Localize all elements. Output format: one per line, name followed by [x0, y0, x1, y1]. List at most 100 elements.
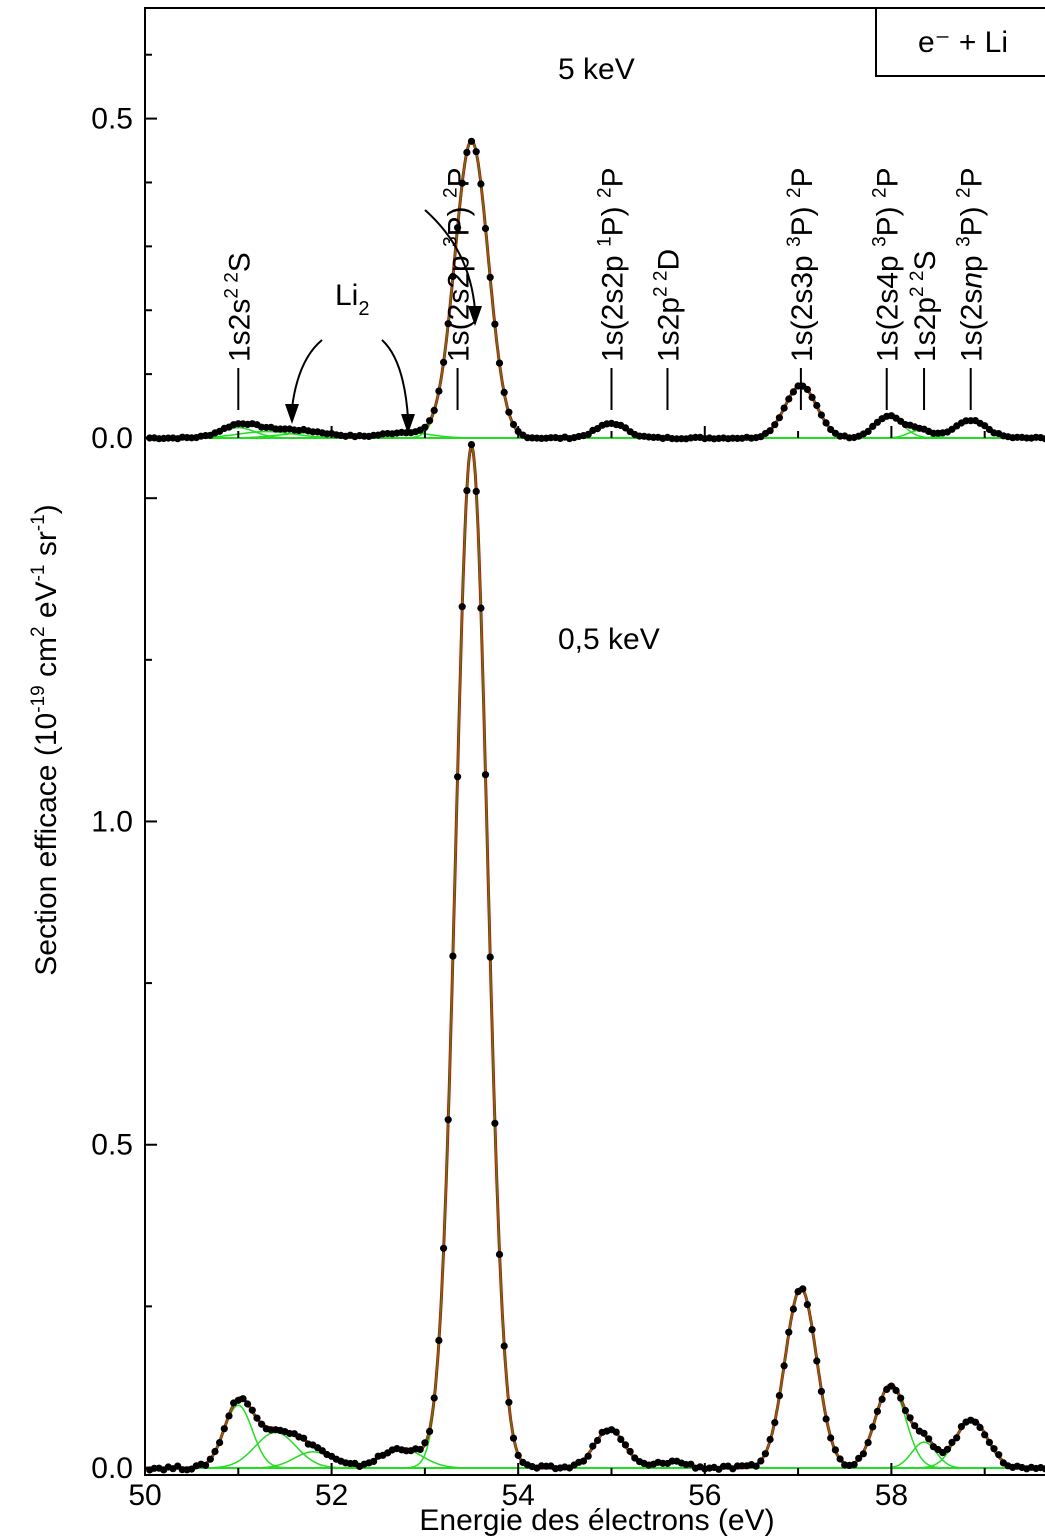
data-point	[225, 1412, 233, 1420]
data-point	[887, 1382, 896, 1390]
data-point	[780, 404, 788, 412]
x-tick-label: 52	[315, 1479, 348, 1512]
data-point	[435, 1336, 443, 1344]
component-fit-9	[145, 420, 1045, 439]
data-point	[300, 1434, 308, 1442]
data-point	[472, 148, 480, 156]
li2-label: Li2	[335, 279, 369, 320]
data-point	[430, 1394, 438, 1402]
data-point	[370, 1457, 378, 1465]
data-point	[486, 953, 494, 961]
data-point	[463, 487, 471, 495]
data-point	[953, 1434, 961, 1442]
bottom-fit-curves	[145, 443, 1045, 1470]
data-point	[859, 1450, 868, 1458]
data-point	[990, 1445, 998, 1453]
data-point	[878, 1395, 886, 1403]
data-point	[864, 1439, 872, 1447]
data-point	[817, 411, 826, 419]
data-point	[435, 387, 443, 395]
data-point	[957, 1423, 966, 1431]
envelope-curve	[145, 444, 1045, 1469]
data-point	[481, 224, 490, 233]
data-point	[995, 1451, 1003, 1459]
data-point	[211, 1447, 219, 1456]
data-point	[771, 421, 779, 429]
data-point	[617, 1435, 625, 1443]
li2-arrow-right-head	[401, 414, 415, 434]
data-point	[426, 417, 434, 425]
data-point	[948, 1438, 956, 1446]
data-point	[467, 441, 476, 449]
peak-label-4: 1s(2s3p 3P) 2P	[784, 167, 819, 362]
data-point	[244, 1400, 252, 1408]
data-point	[752, 1462, 760, 1470]
data-point	[780, 1362, 788, 1370]
top-data-points	[146, 137, 1045, 443]
data-point	[220, 1425, 228, 1433]
data-point	[495, 1250, 504, 1258]
data-point	[757, 1457, 765, 1465]
data-point	[869, 422, 877, 430]
data-point	[873, 1407, 882, 1415]
data-point	[803, 385, 812, 394]
data-point	[943, 1445, 952, 1453]
data-point	[785, 1328, 793, 1336]
bottom-panel-frame	[144, 437, 1045, 1476]
component-fit-10	[145, 1418, 1045, 1469]
total-fit-curve	[145, 443, 1045, 1470]
data-point	[481, 771, 490, 779]
data-point	[808, 1326, 816, 1334]
data-point	[892, 1386, 900, 1395]
data-point	[579, 1457, 588, 1465]
data-point	[897, 1394, 905, 1402]
data-point	[976, 1423, 984, 1432]
y-tick-label: 0.5	[91, 1129, 133, 1162]
data-point	[584, 1452, 592, 1460]
bottom-data-points	[146, 441, 1045, 1474]
data-point	[855, 1454, 863, 1462]
li2-arrow-left-head	[285, 404, 299, 424]
data-point	[500, 1342, 508, 1350]
data-point	[472, 487, 480, 495]
data-point	[467, 137, 476, 145]
data-point	[761, 1450, 770, 1458]
legend-box	[875, 7, 1045, 77]
data-point	[589, 1442, 597, 1450]
data-point	[440, 358, 448, 366]
data-point	[813, 401, 821, 410]
data-point	[1041, 1465, 1045, 1473]
data-point	[766, 427, 774, 435]
main-peak-arrow	[424, 209, 476, 311]
data-point	[258, 1420, 266, 1428]
x-tick-label: 58	[875, 1479, 908, 1512]
peak-label-0: 1s2s2 2S	[221, 252, 256, 362]
peak-label-5: 1s(2s4p 3P) 2P	[870, 167, 905, 362]
data-point	[463, 148, 471, 156]
data-point	[495, 359, 504, 367]
peak-label-1: 1s(2s2p 3P) 2P	[441, 167, 476, 362]
data-point	[612, 1428, 620, 1436]
data-point	[593, 1436, 602, 1445]
data-point	[454, 773, 462, 781]
data-point	[836, 1455, 844, 1463]
data-point	[500, 388, 508, 396]
peak-label-6: 1s2p2 2S	[907, 251, 942, 363]
data-point	[216, 1439, 224, 1447]
data-point	[248, 1406, 256, 1414]
axis-ticks: 0.0 0.5 0.0 0.5 1.0 50 52 54 56 58	[91, 53, 986, 1512]
data-point	[454, 224, 462, 232]
peak-label-2: 1s(2s2p 1P) 2P	[594, 167, 629, 362]
data-point	[626, 1447, 634, 1456]
data-point	[477, 180, 485, 188]
component-fit-4	[145, 444, 1045, 1469]
legend-text: e⁻ + Li	[918, 26, 1008, 59]
data-point	[621, 1441, 630, 1449]
data-point	[1041, 435, 1045, 443]
top-energy-label: 5 keV	[558, 53, 635, 86]
data-point	[799, 1285, 807, 1293]
data-point	[687, 1460, 695, 1468]
data-point	[444, 1116, 452, 1124]
data-point	[850, 1461, 858, 1469]
